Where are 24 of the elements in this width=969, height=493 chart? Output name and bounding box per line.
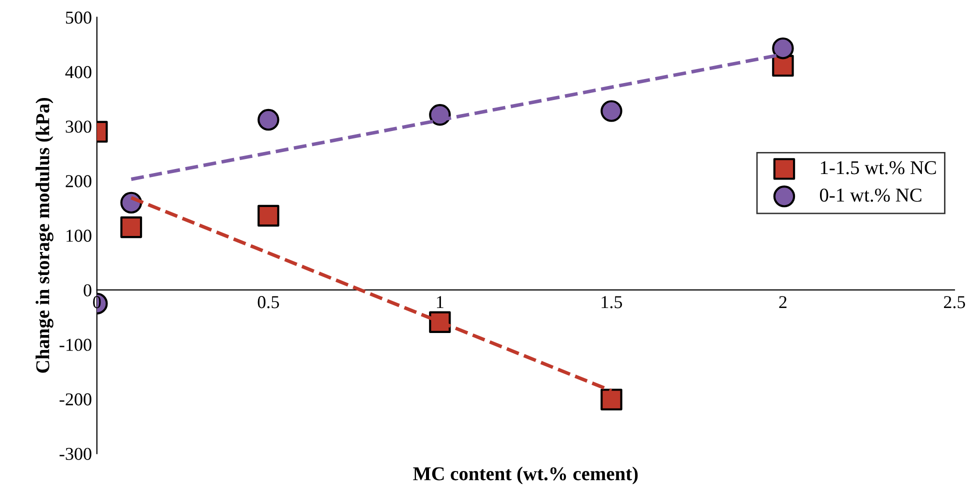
y-tick-label: -100 bbox=[60, 338, 92, 351]
x-tick-label: 2 bbox=[779, 296, 786, 308]
y-tick-label: 0 bbox=[84, 284, 92, 296]
y-axis-title: Change in storage modulus (kPa) bbox=[36, 98, 54, 373]
y-tick-label: 100 bbox=[66, 230, 92, 242]
y-tick-label: -200 bbox=[60, 393, 92, 406]
y-tick-label: 300 bbox=[66, 120, 92, 133]
point bbox=[258, 204, 280, 227]
point bbox=[600, 100, 622, 122]
x-tick-label: 2.5 bbox=[944, 296, 966, 308]
point bbox=[772, 37, 794, 60]
y-tick-label: 500 bbox=[66, 12, 92, 24]
y-tick-label: 400 bbox=[65, 66, 92, 78]
y-tick-label: -300 bbox=[60, 448, 92, 460]
legend-label: 1-1.5 wt.% NC bbox=[820, 161, 936, 174]
x-tick-label: 0.5 bbox=[258, 296, 279, 308]
x-tick-label: 1.5 bbox=[602, 296, 622, 308]
x-axis-title: MC content (wt.% cement) bbox=[413, 466, 638, 484]
point bbox=[258, 108, 280, 131]
x-tick-label: 1 bbox=[437, 296, 444, 308]
point bbox=[120, 216, 142, 238]
y-tick-label: 200 bbox=[66, 175, 92, 188]
point bbox=[600, 388, 622, 410]
legend-label: 0-1 wt.% NC bbox=[820, 188, 922, 202]
